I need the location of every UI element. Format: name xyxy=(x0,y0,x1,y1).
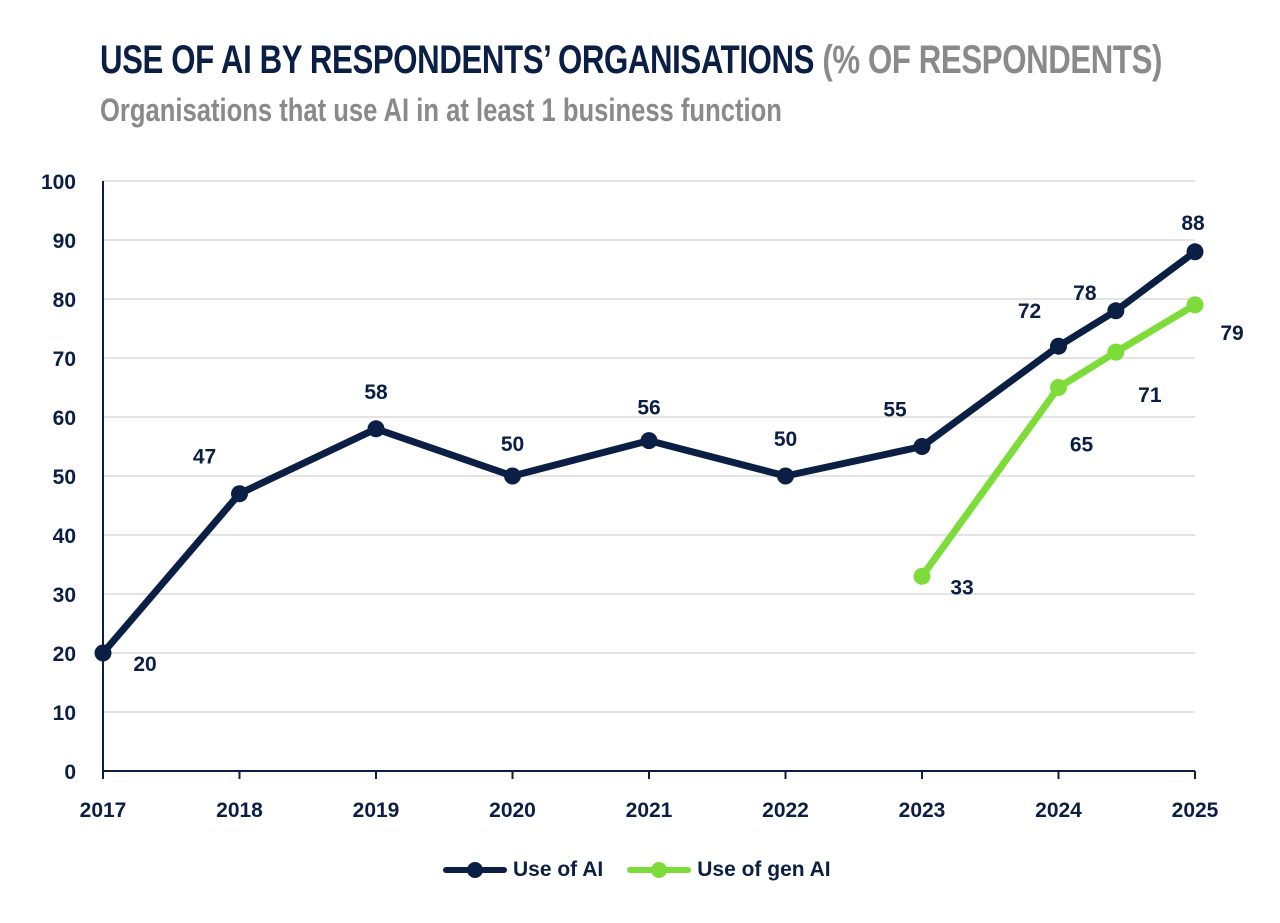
data-point xyxy=(231,485,248,503)
y-tick-label: 70 xyxy=(53,348,76,371)
x-tick-label: 2020 xyxy=(489,799,536,822)
x-tick-label: 2025 xyxy=(1172,799,1219,822)
data-label: 72 xyxy=(1018,300,1041,323)
y-tick-label: 100 xyxy=(41,171,76,194)
data-point xyxy=(1107,302,1125,320)
legend-item-use-of-gen-ai: Use of gen AI xyxy=(627,858,831,882)
y-tick-label: 60 xyxy=(53,407,76,430)
title-unit: (% OF RESPONDENTS) xyxy=(822,38,1163,82)
data-point xyxy=(1107,343,1125,361)
x-tick-label: 2023 xyxy=(899,799,946,822)
data-label: 50 xyxy=(501,433,524,456)
data-label: 20 xyxy=(133,653,156,676)
data-point xyxy=(640,432,658,450)
data-label: 88 xyxy=(1181,212,1205,235)
data-label: 79 xyxy=(1220,322,1243,345)
legend-item-use-of-ai: Use of AI xyxy=(443,858,603,882)
data-point xyxy=(1050,337,1067,355)
x-tick-label: 2022 xyxy=(762,799,809,822)
x-tick-label: 2024 xyxy=(1035,799,1082,822)
data-point xyxy=(777,467,794,485)
series-line-use-of-gen-ai xyxy=(919,301,1197,579)
x-tick-label: 2021 xyxy=(626,799,673,822)
legend-label: Use of AI xyxy=(513,858,604,881)
x-tick-label: 2017 xyxy=(80,799,127,822)
y-tick-label: 20 xyxy=(53,643,76,666)
x-tick-label: 2018 xyxy=(216,799,263,822)
data-label: 55 xyxy=(883,399,907,422)
data-label: 56 xyxy=(637,397,660,420)
y-tick-label: 30 xyxy=(53,584,76,607)
legend-swatch-use-of-gen-ai xyxy=(627,862,692,878)
data-point xyxy=(913,567,931,585)
y-tick-label: 40 xyxy=(53,525,76,548)
data-point xyxy=(1186,243,1204,261)
data-point xyxy=(1050,379,1067,396)
data-label: 50 xyxy=(774,428,797,451)
data-label: 58 xyxy=(364,381,388,404)
x-tick-label: 2019 xyxy=(353,799,400,822)
series-line-use-of-ai xyxy=(100,248,1198,656)
title-main: USE OF AI BY RESPONDENTS’ ORGANISATIONS xyxy=(100,38,815,82)
data-point xyxy=(94,644,112,662)
data-point xyxy=(913,438,931,455)
data-label: 33 xyxy=(950,576,973,599)
y-tick-label: 0 xyxy=(64,761,76,784)
data-point xyxy=(367,420,385,438)
data-label: 47 xyxy=(193,446,216,469)
data-point xyxy=(1186,296,1204,314)
data-label: 71 xyxy=(1138,384,1162,407)
y-tick-label: 80 xyxy=(53,289,76,312)
legend-label: Use of gen AI xyxy=(697,858,831,881)
legend-swatch-use-of-ai xyxy=(443,862,507,878)
legend: Use of AI Use of gen AI xyxy=(443,858,831,882)
y-tick-label: 50 xyxy=(53,466,76,489)
chart-subtitle: Organisations that use AI in at least 1 … xyxy=(100,92,782,128)
y-tick-label: 90 xyxy=(53,230,76,253)
data-label: 78 xyxy=(1073,282,1097,305)
data-point xyxy=(504,467,521,485)
data-label: 65 xyxy=(1070,434,1094,457)
y-tick-label: 10 xyxy=(53,702,76,725)
chart-title: USE OF AI BY RESPONDENTS’ ORGANISATIONS … xyxy=(100,38,1162,83)
